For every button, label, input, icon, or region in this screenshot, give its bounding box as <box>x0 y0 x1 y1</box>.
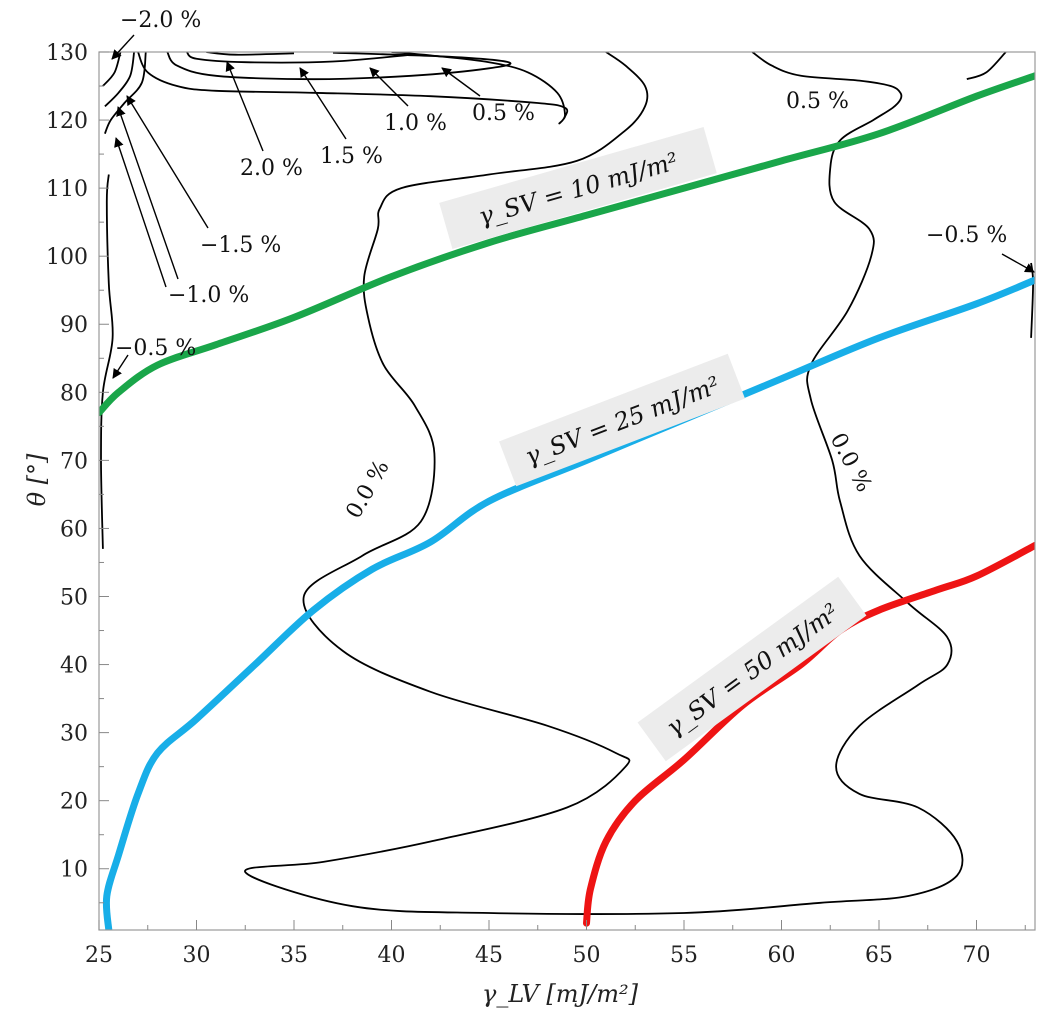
series-label-bg-2 <box>499 353 745 487</box>
contour-level-label-6: −0.5 % <box>926 223 1007 248</box>
contour-level-label-10: 0.0 % <box>342 456 395 523</box>
contour-level-label-7: −1.5 % <box>200 233 281 258</box>
series-label-text-2: γ_SV = 25 mJ/m² <box>521 371 724 471</box>
contour-level-label-9: −0.5 % <box>115 336 196 361</box>
x-axis-title: γ_LV [mJ/m²] <box>482 980 639 1008</box>
series-label-text-3: γ_SV = 50 mJ/m² <box>661 598 845 742</box>
series-label-3: γ_SV = 50 mJ/m² <box>637 576 867 762</box>
contour-arrow-1 <box>225 61 264 152</box>
contour-line-10 <box>102 52 122 87</box>
contour-level-label-4: 0.5 % <box>472 101 535 126</box>
contour-arrow-3 <box>369 67 409 107</box>
y-tick-label-5: 60 <box>60 517 88 542</box>
y-tick-label-10: 110 <box>46 177 88 202</box>
contour-line-1 <box>137 52 569 125</box>
y-tick-label-9: 100 <box>46 245 88 270</box>
series-label-bg-1 <box>439 127 717 249</box>
y-axis-title: θ [°] <box>23 453 51 506</box>
x-tick-label-2: 35 <box>280 943 308 968</box>
contour-line-5 <box>206 52 295 56</box>
y-tick-label-1: 20 <box>60 790 88 815</box>
y-tick-label-0: 10 <box>60 858 88 883</box>
x-tick-label-9: 70 <box>963 943 991 968</box>
series-line-2 <box>102 276 1035 930</box>
contour-level-label-2: 1.5 % <box>320 144 383 169</box>
y-tick-label-3: 40 <box>60 654 88 679</box>
y-tick-label-12: 130 <box>46 41 88 66</box>
series-lines <box>99 72 1035 930</box>
plot-frame <box>98 51 1036 931</box>
y-tick-label-4: 50 <box>60 585 88 610</box>
y-axis-ticks: 10 20 30 40 50 60 70 80 90 100 110 120 130 <box>46 41 109 904</box>
contour-line-9 <box>104 52 135 108</box>
x-tick-label-0: 25 <box>85 943 113 968</box>
x-tick-label-1: 30 <box>183 943 211 968</box>
contour-level-label-8: −1.0 % <box>168 283 249 308</box>
contour-level-label-1: 2.0 % <box>240 156 303 181</box>
x-tick-label-8: 65 <box>865 943 893 968</box>
x-tick-label-6: 55 <box>670 943 698 968</box>
contour-line-8 <box>104 52 147 135</box>
y-tick-label-7: 80 <box>60 381 88 406</box>
contour-arrow-0 <box>111 34 135 60</box>
series-line-1 <box>99 72 1035 417</box>
contour-line-7 <box>1030 262 1035 338</box>
y-tick-label-6: 70 <box>60 449 88 474</box>
contour-line-3 <box>166 52 512 81</box>
x-tick-label-5: 50 <box>573 943 601 968</box>
y-tick-label-11: 120 <box>46 109 88 134</box>
x-axis-ticks: 25 30 35 40 45 50 55 60 65 70 <box>85 920 1026 968</box>
contour-arrow-8 <box>116 106 179 280</box>
series-line-3 <box>583 541 1035 927</box>
contour-arrow-4 <box>441 67 481 97</box>
contour-lines <box>100 52 1035 915</box>
contour-line-6 <box>100 174 114 549</box>
series-label-bg-3 <box>637 576 867 762</box>
contour-level-label-5: 0.5 % <box>786 89 849 114</box>
contour-level-label-3: 1.0 % <box>384 111 447 136</box>
contour-arrow-2 <box>299 67 347 140</box>
contour-arrow-9 <box>114 137 167 288</box>
y-tick-label-2: 30 <box>60 722 88 747</box>
y-tick-label-8: 90 <box>60 313 88 338</box>
x-tick-label-3: 40 <box>378 943 406 968</box>
contour-arrow-7 <box>126 95 209 229</box>
contour-line-0 <box>244 52 964 915</box>
series-label-2: γ_SV = 25 mJ/m² <box>499 353 745 487</box>
contour-line-4 <box>186 52 412 64</box>
x-tick-label-7: 60 <box>768 943 796 968</box>
contour-level-label-0: −2.0 % <box>120 8 201 33</box>
x-tick-label-4: 45 <box>475 943 503 968</box>
contour-arrow-extra <box>112 354 129 379</box>
contour-arrow-6 <box>1001 253 1035 273</box>
contour-line-2 <box>966 52 1007 81</box>
